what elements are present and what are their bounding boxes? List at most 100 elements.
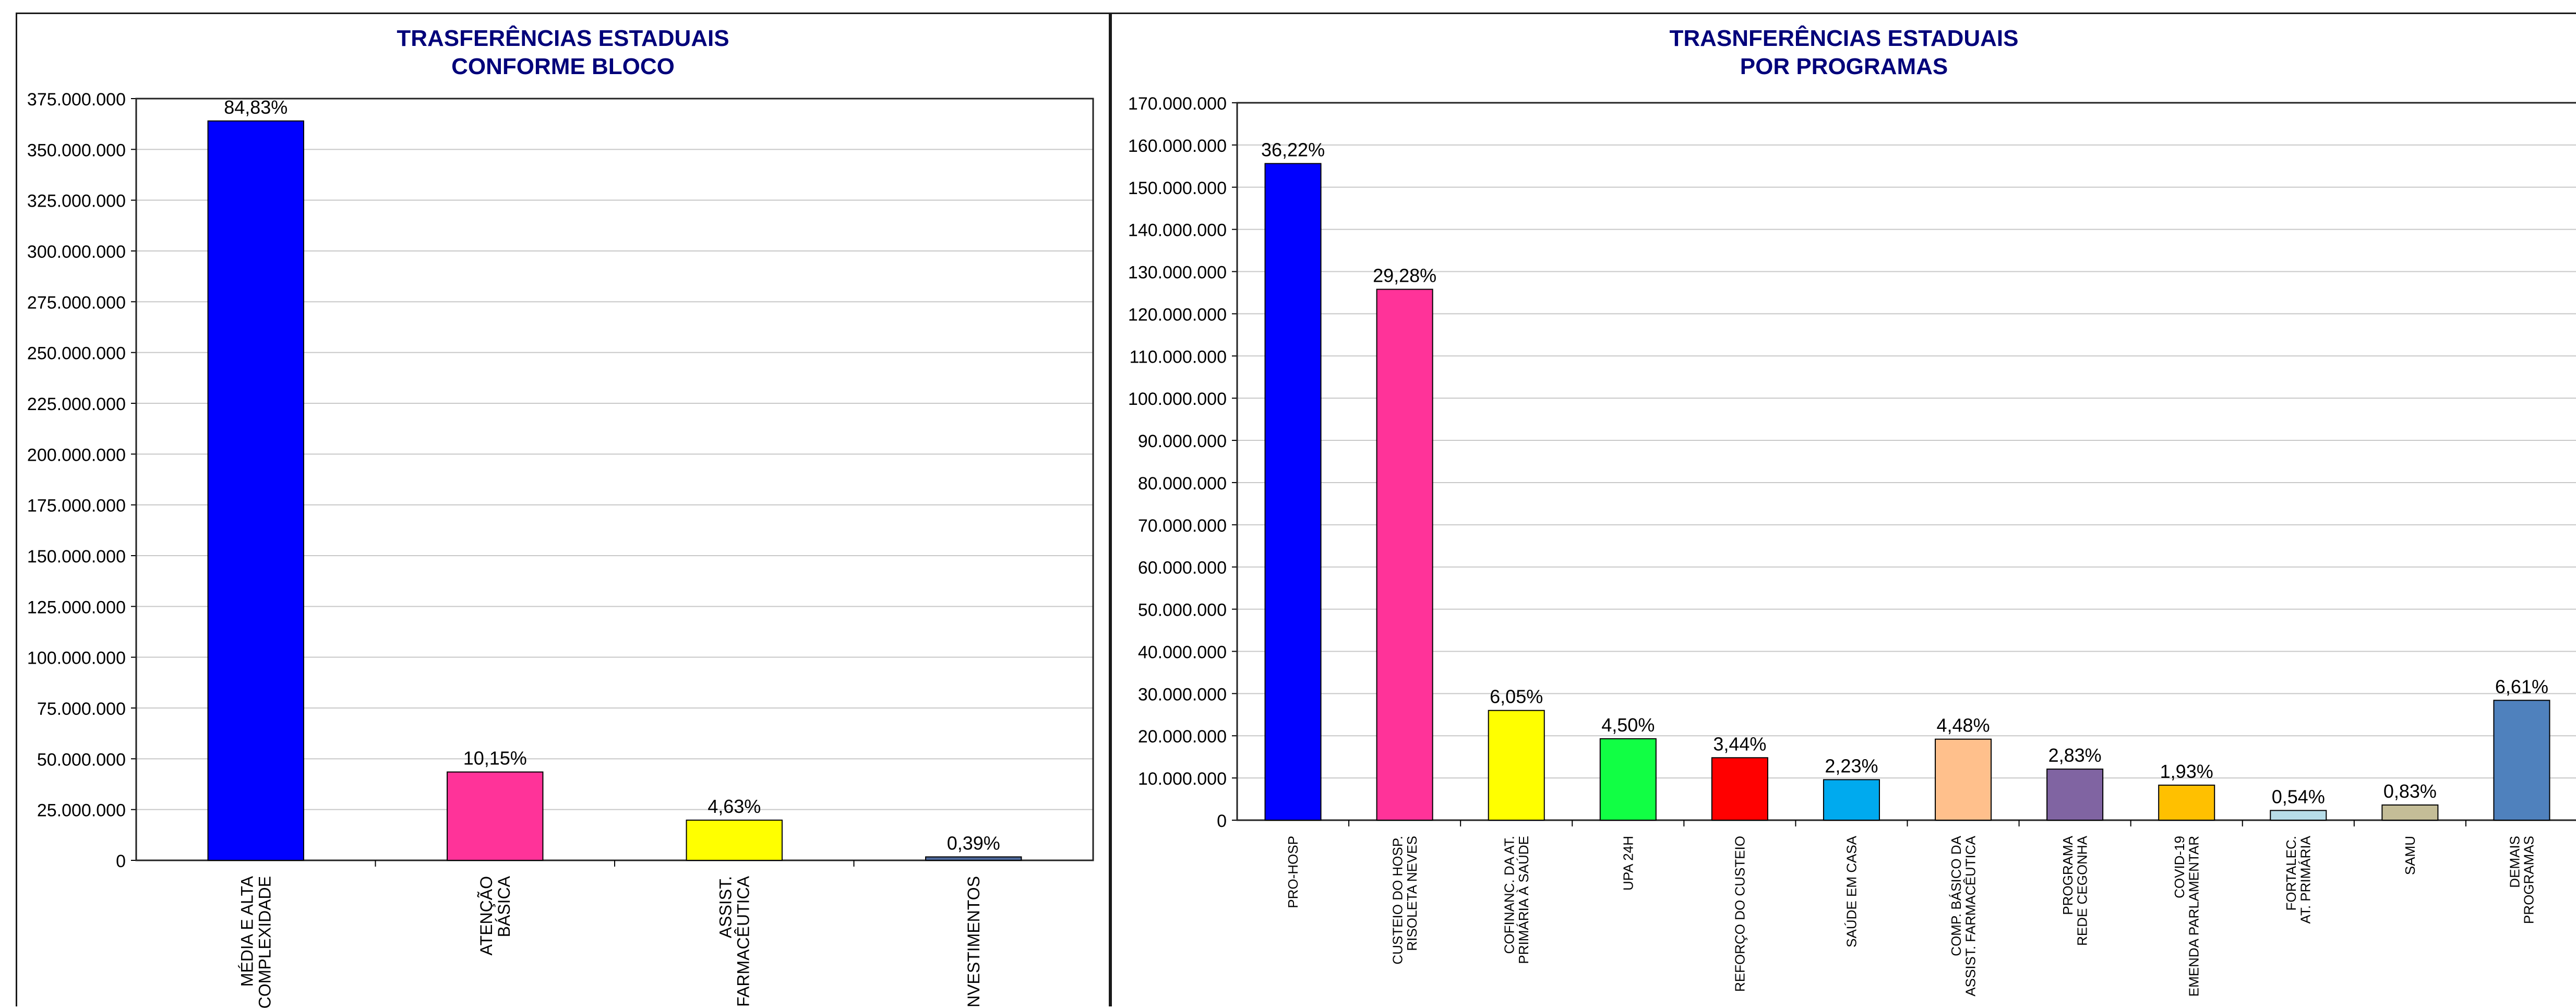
- category-label: PROGRAMAREDE CEGONHA: [2060, 835, 2090, 946]
- bar: [447, 771, 544, 861]
- category-label: SAMU: [2402, 836, 2418, 875]
- plot-area: [1236, 102, 2576, 821]
- y-tick-label: 350.000.000: [27, 140, 126, 160]
- chart-title-line: TRASNFERÊNCIAS ESTADUAIS: [1669, 26, 2019, 51]
- data-label: 84,83%: [224, 97, 287, 118]
- bar: [1488, 710, 1545, 821]
- category-label: INVESTIMENTOS: [964, 876, 983, 1008]
- chart-title-line: TRASFERÊNCIAS ESTADUAIS: [397, 26, 729, 51]
- y-tick-label: 0: [116, 851, 126, 871]
- y-tick-label: 25.000.000: [37, 801, 126, 821]
- category-label-line: ASSIST.: [716, 876, 735, 938]
- category-label-line: REFORÇO DO CUSTEIO: [1732, 836, 1747, 992]
- y-tick-label: 125.000.000: [27, 597, 126, 617]
- category-label-line: COVID-19: [2172, 836, 2187, 898]
- y-tick-label: 225.000.000: [27, 394, 126, 414]
- y-tick-label: 50.000.000: [1138, 601, 1227, 620]
- chart-panel-programas: TRASNFERÊNCIAS ESTADUAIS POR PROGRAMAS 0…: [1110, 13, 2576, 1006]
- category-label-line: RISOLETA NEVES: [1404, 836, 1420, 951]
- y-tick-label: 10.000.000: [1138, 769, 1227, 789]
- bar: [1935, 738, 1992, 821]
- category-label-line: COMPLEXIDADE: [255, 876, 274, 1008]
- bar: [2381, 804, 2439, 821]
- category-label-line: CUSTEIO DO HOSP.: [1390, 836, 1406, 965]
- chart-title-programas: TRASNFERÊNCIAS ESTADUAIS POR PROGRAMAS: [1112, 25, 2576, 81]
- category-label: REFORÇO DO CUSTEIO: [1732, 836, 1747, 992]
- data-label: 29,28%: [1373, 265, 1436, 286]
- bar: [2493, 700, 2550, 821]
- chart-title-line: POR PROGRAMAS: [1740, 54, 1948, 79]
- category-label-line: ASSIST. FARMACÊUTICA: [1962, 835, 1978, 996]
- category-label: COFINANC. DA AT.PRIMÁRIA À SAÚDE: [1502, 836, 1531, 964]
- category-label: UPA 24H: [1620, 836, 1636, 891]
- data-label: 2,23%: [1825, 755, 1878, 776]
- data-label: 0,54%: [2272, 786, 2325, 807]
- category-label-line: PROGRAMAS: [2521, 836, 2537, 924]
- bar: [686, 819, 783, 861]
- category-label-line: COFINANC. DA AT.: [1502, 836, 1517, 954]
- bar: [2046, 769, 2104, 821]
- y-tick-label: 275.000.000: [27, 293, 126, 313]
- category-label-line: BÁSICA: [495, 875, 513, 937]
- category-label-line: INVESTIMENTOS: [964, 876, 983, 1008]
- category-label-line: MÉDIA E ALTA: [238, 875, 257, 987]
- chart-title-line: CONFORME BLOCO: [451, 54, 675, 79]
- category-label: MÉDIA E ALTACOMPLEXIDADE: [238, 875, 274, 1008]
- category-label-line: SAMU: [2402, 836, 2418, 875]
- y-tick-label: 100.000.000: [27, 649, 126, 668]
- category-label: FORTALEC.AT. PRIMÁRIA: [2283, 835, 2313, 923]
- y-tick-label: 50.000.000: [37, 750, 126, 770]
- bar: [2270, 810, 2327, 821]
- category-label-line: SAÚDE EM CASA: [1844, 835, 1860, 947]
- y-tick-label: 140.000.000: [1128, 221, 1227, 241]
- bar-chart-programas: 0 10.000.000 20.000.000 30.000.000 40.000.00…: [1128, 94, 2576, 997]
- y-tick-label: 0: [1217, 811, 1227, 831]
- bar: [1376, 289, 1433, 821]
- y-tick-label: 30.000.000: [1138, 685, 1227, 704]
- data-label: 0,83%: [2383, 781, 2437, 802]
- bar-chart-bloco: 0 25.000.000 50.000.000 75.000.000 100.000.0…: [27, 90, 1094, 1008]
- data-label: 4,50%: [1601, 714, 1655, 736]
- data-label: 4,63%: [708, 796, 761, 817]
- category-label-line: AT. PRIMÁRIA: [2298, 835, 2314, 923]
- category-label-line: DEMAIS: [2507, 836, 2522, 888]
- data-label: 6,61%: [2495, 676, 2548, 697]
- category-label-line: PRO-HOSP: [1285, 836, 1301, 908]
- y-tick-label: 80.000.000: [1138, 474, 1227, 494]
- y-tick-label: 130.000.000: [1128, 263, 1227, 283]
- data-label: 0,39%: [947, 832, 1000, 854]
- y-tick-label: 75.000.000: [37, 699, 126, 719]
- category-label-line: EMENDA PARLAMENTAR: [2186, 836, 2201, 997]
- data-label: 4,48%: [1937, 715, 1990, 736]
- category-label: CUSTEIO DO HOSP.RISOLETA NEVES: [1390, 836, 1420, 965]
- chart-panel-bloco: TRASFERÊNCIAS ESTADUAIS CONFORME BLOCO 0…: [16, 13, 1110, 1008]
- y-tick-label: 300.000.000: [27, 242, 126, 262]
- y-tick-label: 120.000.000: [1128, 305, 1227, 325]
- data-label: 36,22%: [1261, 139, 1325, 160]
- category-label-line: REDE CEGONHA: [2074, 835, 2090, 946]
- category-label: DEMAISPROGRAMAS: [2507, 836, 2536, 924]
- y-tick-label: 150.000.000: [27, 547, 126, 567]
- data-label: 10,15%: [463, 748, 527, 769]
- category-label-line: UPA 24H: [1620, 836, 1636, 891]
- category-label-line: FORTALEC.: [2283, 836, 2299, 911]
- bar: [207, 120, 304, 861]
- data-label: 2,83%: [2048, 745, 2102, 766]
- y-tick-label: 375.000.000: [27, 90, 126, 110]
- data-label: 6,05%: [1490, 686, 1543, 707]
- y-tick-label: 110.000.000: [1129, 347, 1227, 367]
- category-label: ATENÇÃOBÁSICA: [477, 875, 513, 955]
- category-label-line: ATENÇÃO: [477, 876, 496, 955]
- y-tick-label: 325.000.000: [27, 191, 126, 211]
- data-label: 3,44%: [1713, 733, 1766, 754]
- category-label-line: PROGRAMA: [2060, 835, 2076, 915]
- y-tick-label: 60.000.000: [1138, 558, 1227, 578]
- y-tick-label: 160.000.000: [1128, 136, 1227, 156]
- y-tick-label: 90.000.000: [1138, 431, 1227, 451]
- category-label-line: COMP. BÁSICO DA: [1948, 835, 1964, 956]
- y-tick-label: 200.000.000: [27, 445, 126, 465]
- category-label-line: PRIMÁRIA À SAÚDE: [1516, 836, 1531, 964]
- category-label-line: FARMACÊUTICA: [734, 875, 752, 1006]
- category-label: PRO-HOSP: [1285, 836, 1301, 908]
- bar: [1823, 779, 1880, 821]
